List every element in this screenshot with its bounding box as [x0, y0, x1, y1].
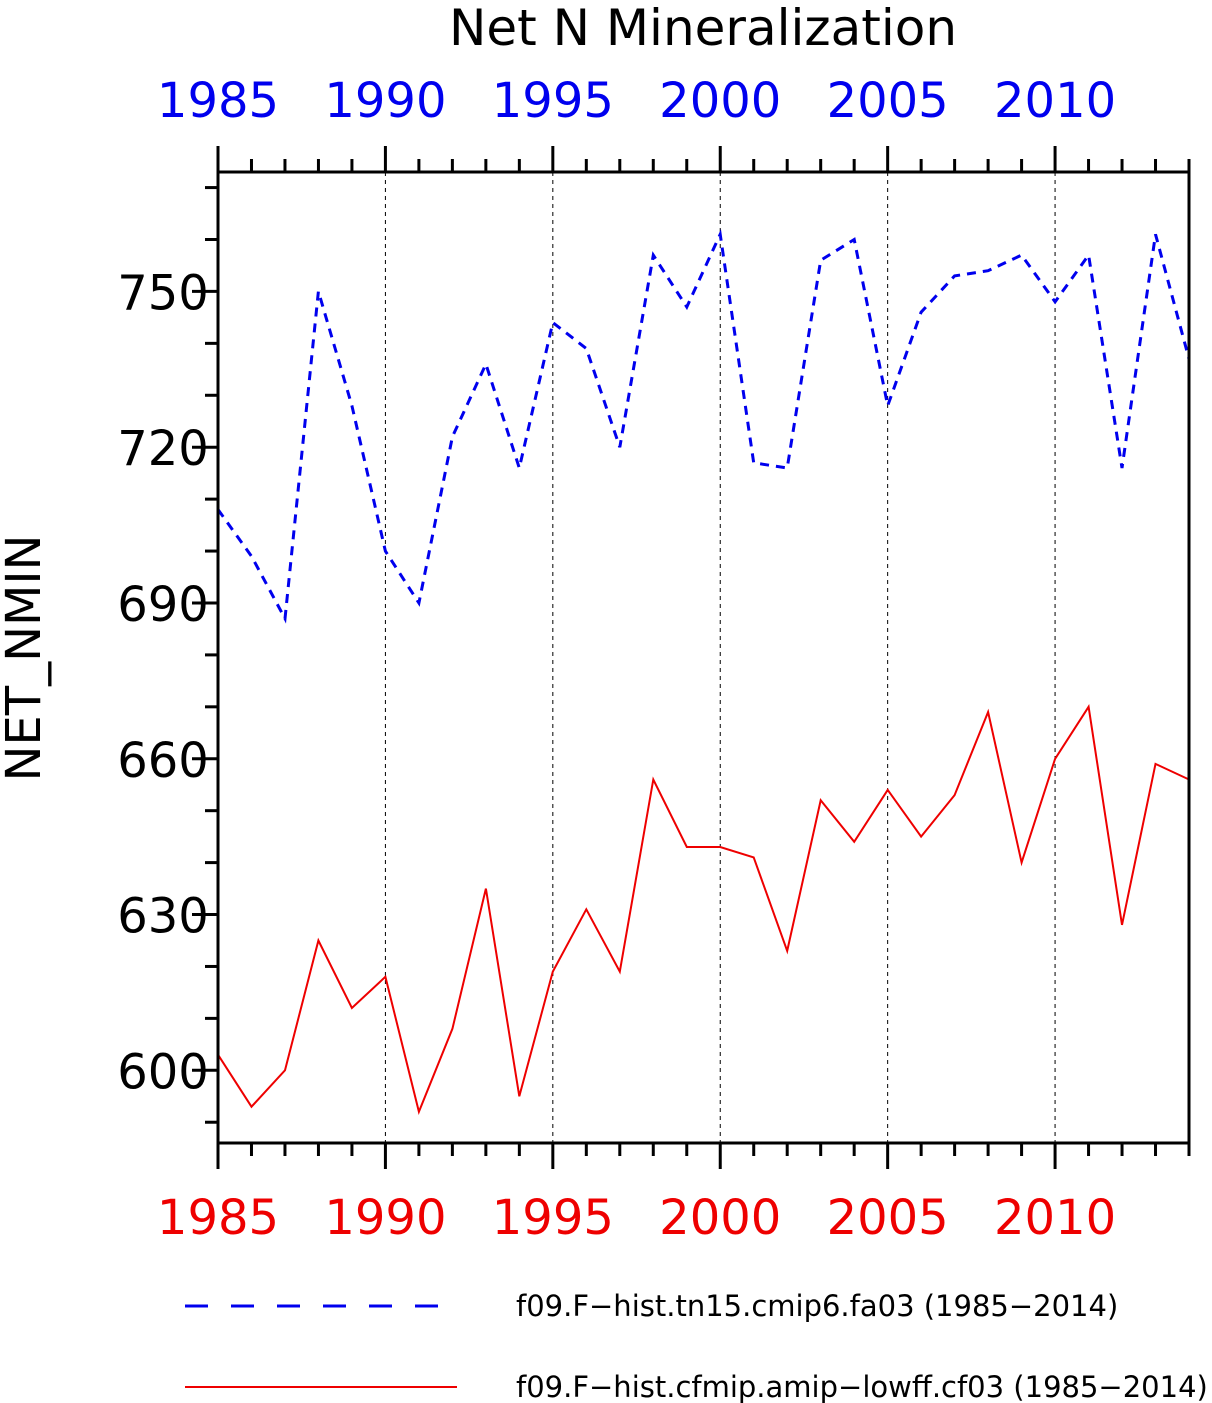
legend: f09.F−hist.tn15.cmip6.fa03 (1985−2014) f0…: [185, 1289, 1208, 1403]
x-tick-label-bottom: 2000: [659, 1190, 781, 1246]
legend-label-1: f09.F−hist.tn15.cmip6.fa03 (1985−2014): [516, 1289, 1118, 1323]
y-axis-label: NET_NMIN: [0, 535, 52, 782]
y-tick-label: 600: [117, 1044, 209, 1100]
y-tick-label: 630: [117, 889, 209, 945]
x-tick-label-bottom: 1995: [492, 1190, 614, 1246]
x-tick-label-bottom: 1985: [157, 1190, 279, 1246]
grid-lines: [384, 172, 1056, 1143]
chart-title: Net N Mineralization: [449, 0, 957, 57]
y-tick-label: 690: [117, 577, 209, 633]
plot-frame: [216, 170, 1191, 1145]
x-tick-label-top: 2000: [659, 73, 781, 129]
tick-labels: 600 630 660 690 720 750 1985 1985 1990 1990 1995 19…: [117, 73, 1116, 1246]
series-line-2: [217, 704, 1190, 1116]
x-tick-label-top: 1985: [157, 73, 279, 129]
y-tick-label: 720: [117, 421, 209, 477]
x-tick-label-top: 1990: [324, 73, 446, 129]
y-tick-label: 660: [117, 733, 209, 789]
y-tick-label: 750: [117, 265, 209, 321]
x-tick-label-bottom: 2010: [994, 1190, 1116, 1246]
x-tick-label-bottom: 1990: [324, 1190, 446, 1246]
x-tick-label-top: 1995: [492, 73, 614, 129]
x-tick-label-bottom: 2005: [827, 1190, 949, 1246]
legend-label-2: f09.F−hist.cfmip.amip−lowff.cf03 (1985−2…: [516, 1370, 1208, 1403]
x-tick-label-top: 2010: [994, 73, 1116, 129]
series-lines: [216, 229, 1191, 1116]
axis-ticks: [192, 146, 1191, 1169]
x-tick-label-top: 2005: [827, 73, 949, 129]
series-line-1: [216, 229, 1191, 624]
